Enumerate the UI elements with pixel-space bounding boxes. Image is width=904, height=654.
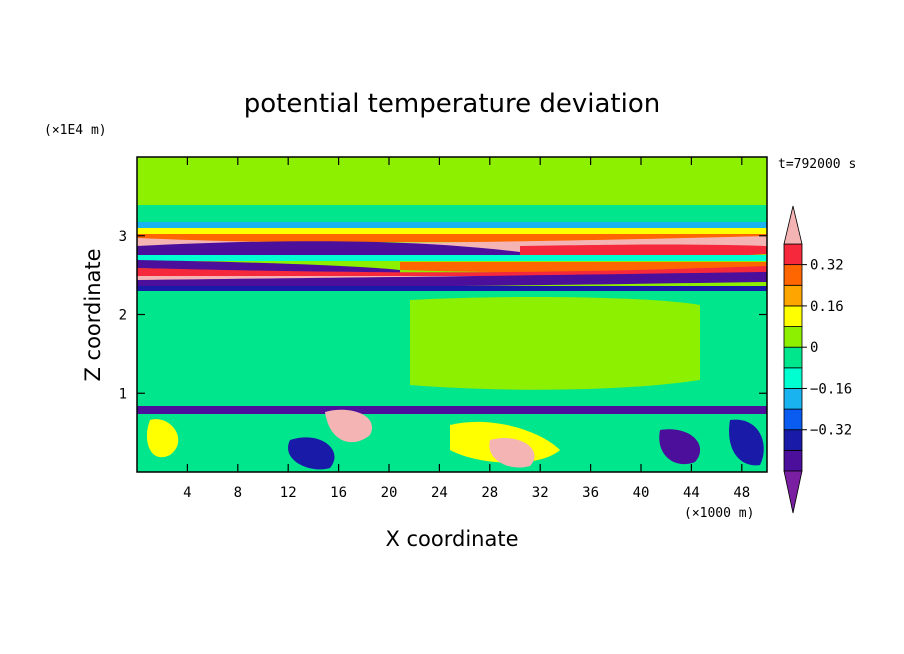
upper-band-8 [137,260,400,274]
boundary-inversion [137,406,767,414]
upper-band-7 [137,255,767,261]
boundary-blob-7 [729,419,764,466]
x-tick-label: 44 [683,485,700,501]
stable-layer [137,205,767,225]
x-tick-label: 8 [234,485,242,501]
x-tick-label: 36 [582,485,599,501]
upper-band-5 [137,241,520,258]
colorbar-tick-label: −0.32 [810,423,852,439]
x-tick-label: 16 [330,485,347,501]
colorbar-swatch [783,243,803,266]
y-axis-label: Z coordinate [81,248,105,381]
plot-area [137,157,767,472]
upper-band-12 [137,272,767,288]
x-axis-label: X coordinate [385,527,518,551]
chart-title: potential temperature deviation [244,89,660,119]
y-tick-label: 3 [119,229,127,245]
x-axis-ticks: 4 8 12 16 20 24 28 32 36 40 44 48 [183,157,750,501]
x-tick-label: 20 [381,485,398,501]
colorbar-ticks: 0.32 0.16 0 −0.16 −0.32 [802,258,852,439]
time-label: t=792000 s [778,157,856,172]
x-tick-label: 24 [431,485,448,501]
x-tick-label: 32 [532,485,549,501]
upper-band-3 [137,234,767,242]
upper-band-1 [137,222,767,230]
colorbar [783,205,803,514]
x-unit-label: (×1000 m) [684,506,754,521]
y-tick-label: 1 [119,386,127,402]
colorbar-swatch [783,305,803,327]
colorbar-lower-extend [783,470,803,514]
colorbar-tick-label: 0 [810,340,818,356]
colorbar-swatch [783,346,803,369]
colorbar-tick-label: 0.16 [810,299,844,315]
colorbar-swatch [783,449,803,472]
colorbar-swatch [783,408,803,431]
x-tick-label: 12 [280,485,297,501]
colorbar-swatch [783,429,803,451]
colorbar-swatch [783,367,803,389]
x-tick-label: 48 [733,485,750,501]
x-tick-label: 28 [481,485,498,501]
mid-layer-patch [410,297,700,390]
boundary-blob-1 [146,419,179,458]
x-tick-label: 4 [183,485,191,501]
x-tick-label: 40 [633,485,650,501]
y-unit-label: (×1E4 m) [44,123,107,138]
boundary-blob-5 [489,438,535,468]
upper-band-13 [137,286,767,291]
boundary-blob-6 [659,429,701,465]
y-axis-ticks: 1 2 3 [119,229,767,402]
boundary-blob-2 [288,437,335,470]
upper-band-6 [520,244,767,258]
y-tick-label: 2 [119,308,127,324]
boundary-blob-3 [325,409,372,443]
colorbar-tick-label: −0.16 [810,381,852,397]
colorbar-swatch [783,284,803,307]
upper-band-2 [137,228,767,236]
colorbar-swatch [783,388,803,410]
colorbar-tick-label: 0.32 [810,258,844,274]
colorbar-swatch [783,264,803,286]
colorbar-swatch [783,326,803,348]
colorbar-upper-extend [783,205,803,245]
